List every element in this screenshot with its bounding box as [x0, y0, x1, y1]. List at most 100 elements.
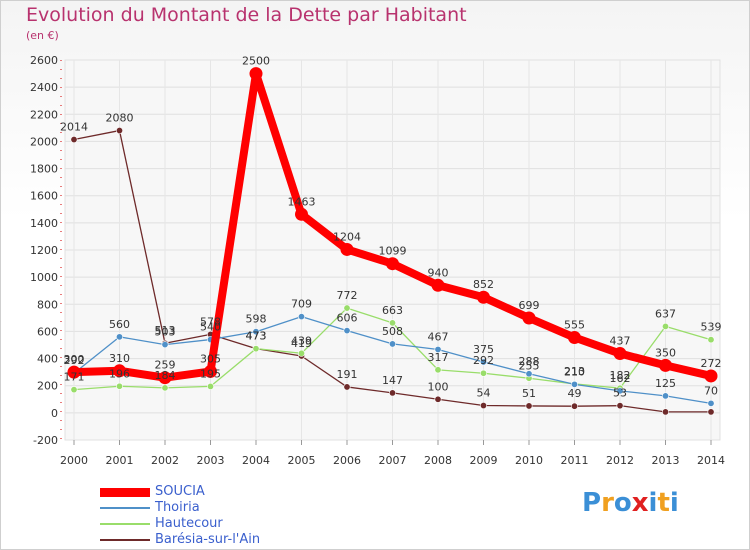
data-label: 539 [701, 321, 722, 334]
data-label: 503 [155, 326, 176, 339]
data-label: 288 [519, 355, 540, 368]
data-label: 555 [564, 319, 585, 332]
data-label: 473 [246, 330, 267, 343]
data-point [340, 242, 354, 256]
y-tick-label: 1400 [30, 217, 58, 230]
logo-letter: i [648, 488, 658, 518]
x-tick-label: 2000 [60, 454, 88, 467]
data-point [661, 392, 669, 400]
data-label: 292 [64, 354, 85, 367]
data-label: 852 [473, 278, 494, 291]
data-label: 196 [109, 367, 130, 380]
x-tick-label: 2002 [151, 454, 179, 467]
data-point [568, 331, 581, 345]
data-label: 51 [522, 387, 536, 400]
data-point [434, 366, 442, 374]
data-label: 467 [428, 330, 449, 343]
data-label: 1463 [288, 195, 316, 208]
data-label: 439 [291, 334, 312, 347]
y-tick-label: 1000 [30, 271, 58, 284]
data-label: 375 [473, 343, 494, 356]
data-label: 100 [428, 380, 449, 393]
data-point [70, 136, 78, 144]
data-point [386, 257, 399, 271]
y-tick-label: 2000 [30, 135, 58, 148]
x-tick-label: 2010 [515, 454, 543, 467]
data-label: 606 [337, 312, 358, 325]
data-point [522, 311, 536, 325]
data-point [570, 402, 578, 410]
logo-letter: o [613, 488, 632, 518]
data-point [613, 347, 627, 361]
data-point [616, 387, 624, 395]
data-point [116, 333, 124, 341]
x-tick-label: 2005 [288, 454, 316, 467]
data-point [388, 319, 396, 327]
data-point [525, 402, 533, 410]
data-label: 272 [701, 357, 722, 370]
data-point [434, 395, 442, 403]
data-label: 70 [704, 384, 718, 397]
data-point [661, 408, 669, 416]
legend-label: Hautecour [155, 516, 223, 531]
data-point [707, 336, 715, 344]
y-tick-label: 400 [37, 353, 58, 366]
data-point [431, 278, 445, 292]
data-label: 699 [519, 299, 540, 312]
data-label: 1099 [379, 245, 407, 258]
data-label: 598 [246, 313, 267, 326]
logo-letter: P [582, 488, 602, 518]
data-point [161, 384, 169, 392]
y-tick-label: 200 [37, 380, 58, 393]
data-point [434, 345, 442, 353]
data-point [479, 369, 487, 377]
data-label: 508 [382, 325, 403, 338]
data-point [158, 371, 172, 385]
x-tick-label: 2014 [697, 454, 725, 467]
data-label: 2500 [242, 55, 270, 68]
data-point [479, 402, 487, 410]
data-label: 213 [564, 365, 585, 378]
legend-swatch [100, 507, 150, 509]
data-point [659, 358, 672, 372]
y-tick-label: 2600 [30, 54, 58, 67]
data-point [704, 369, 718, 383]
data-point [343, 327, 351, 335]
data-point [343, 383, 351, 391]
data-label: 53 [613, 387, 627, 400]
data-label: 147 [382, 374, 403, 387]
data-point [207, 382, 215, 390]
legend-label: Thoiria [155, 500, 200, 515]
y-tick-label: -200 [33, 434, 58, 447]
data-label: 637 [655, 307, 676, 320]
data-label: 663 [382, 304, 403, 317]
y-tick-label: 1800 [30, 163, 58, 176]
data-label: 419 [291, 337, 312, 350]
data-label: 184 [155, 369, 176, 382]
data-label: 560 [109, 318, 130, 331]
data-label: 54 [477, 387, 491, 400]
data-point [477, 290, 490, 304]
data-point [297, 313, 305, 321]
data-point [707, 408, 715, 416]
data-label: 513 [155, 324, 176, 337]
data-label: 473 [246, 330, 267, 343]
x-tick-label: 2007 [379, 454, 407, 467]
x-tick-label: 2001 [106, 454, 134, 467]
data-label: 195 [200, 367, 221, 380]
data-point [661, 322, 669, 330]
logo-letter: x [631, 488, 649, 518]
data-point [70, 386, 78, 394]
data-point [616, 402, 624, 410]
data-point [388, 340, 396, 348]
data-point [252, 328, 260, 336]
data-label: 772 [337, 289, 358, 302]
data-label: 437 [610, 335, 631, 348]
data-label: 317 [428, 351, 449, 364]
legend-label: Barésia-sur-l'Ain [155, 532, 261, 547]
data-label: 125 [655, 377, 676, 390]
data-label: 350 [655, 346, 676, 359]
legend-swatch [100, 523, 150, 525]
chart-title: Evolution du Montant de la Dette par Hab… [26, 4, 467, 26]
